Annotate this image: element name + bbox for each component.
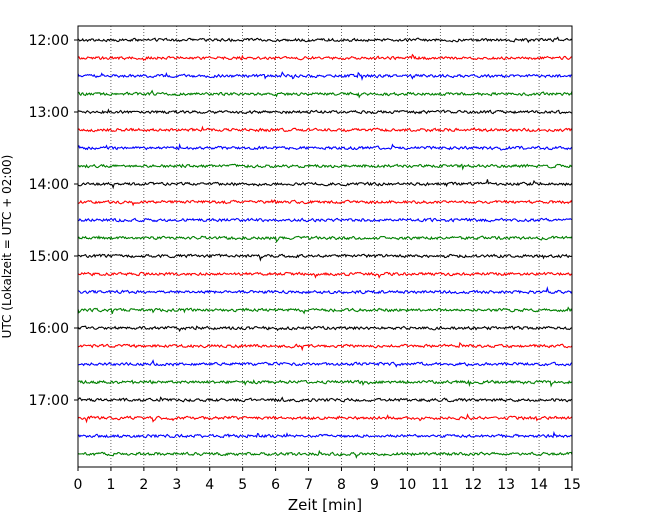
y-tick-label: 15:00	[29, 249, 69, 265]
trace-line-1315	[77, 125, 573, 133]
trace-line-1730	[77, 430, 573, 439]
trace-line-1500	[77, 253, 573, 262]
y-tick-label: 14:00	[29, 177, 69, 193]
trace-line-1345	[77, 163, 573, 171]
trace-line-1430	[77, 217, 573, 223]
x-axis-label: Zeit [min]	[288, 496, 362, 514]
trace-line-1300	[77, 108, 573, 115]
x-axis: 0 1 2 3 4 5 6 7 8 9 10 11 12 13 14 15	[74, 467, 581, 493]
x-tick-label: 2	[139, 477, 148, 493]
x-tick-label: 14	[530, 477, 548, 493]
trace-line-1415	[77, 199, 573, 207]
trace-line-1530	[77, 286, 573, 295]
trace-line-1715	[77, 413, 573, 424]
x-tick-label: 6	[271, 477, 280, 493]
x-tick-label: 0	[74, 477, 83, 493]
y-tick-label: 16:00	[29, 321, 69, 337]
x-tick-label: 12	[464, 477, 482, 493]
x-tick-label: 1	[106, 477, 115, 493]
y-tick-label: 13:00	[29, 105, 69, 121]
x-tick-label: 8	[337, 477, 346, 493]
trace-line-1615	[77, 341, 573, 352]
trace-line-1515	[77, 271, 573, 279]
trace-line-1400	[77, 179, 573, 190]
y-tick-label: 12:00	[29, 33, 69, 49]
trace-line-1200	[77, 36, 573, 44]
trace-line-1545	[77, 306, 573, 315]
trace-line-1445	[77, 235, 573, 243]
y-axis-label: UTC (Lokalzeit = UTC + 02:00)	[0, 155, 14, 339]
trace-line-1645	[77, 379, 573, 388]
x-tick-label: 4	[205, 477, 214, 493]
trace-line-1330	[77, 142, 573, 151]
trace-line-1245	[77, 89, 573, 99]
trace-line-1630	[77, 359, 573, 368]
trace-group	[77, 36, 573, 459]
x-tick-label: 10	[398, 477, 416, 493]
plot-frame	[77, 25, 573, 468]
trace-line-1600	[77, 325, 573, 333]
x-tick-label: 11	[431, 477, 449, 493]
trace-line-1745	[77, 449, 573, 459]
trace-line-1215	[77, 53, 573, 61]
x-tick-label: 13	[497, 477, 515, 493]
y-tick-label: 17:00	[29, 393, 69, 409]
y-axis: 12:00 13:00 14:00 15:00 16:00 17:00	[29, 33, 78, 409]
trace-line-1700	[77, 396, 573, 403]
x-tick-label: 3	[172, 477, 181, 493]
trace-line-1230	[77, 71, 573, 81]
x-tick-label: 15	[563, 477, 581, 493]
x-tick-label: 7	[304, 477, 313, 493]
x-tick-label: 5	[238, 477, 247, 493]
x-tick-label: 9	[370, 477, 379, 493]
